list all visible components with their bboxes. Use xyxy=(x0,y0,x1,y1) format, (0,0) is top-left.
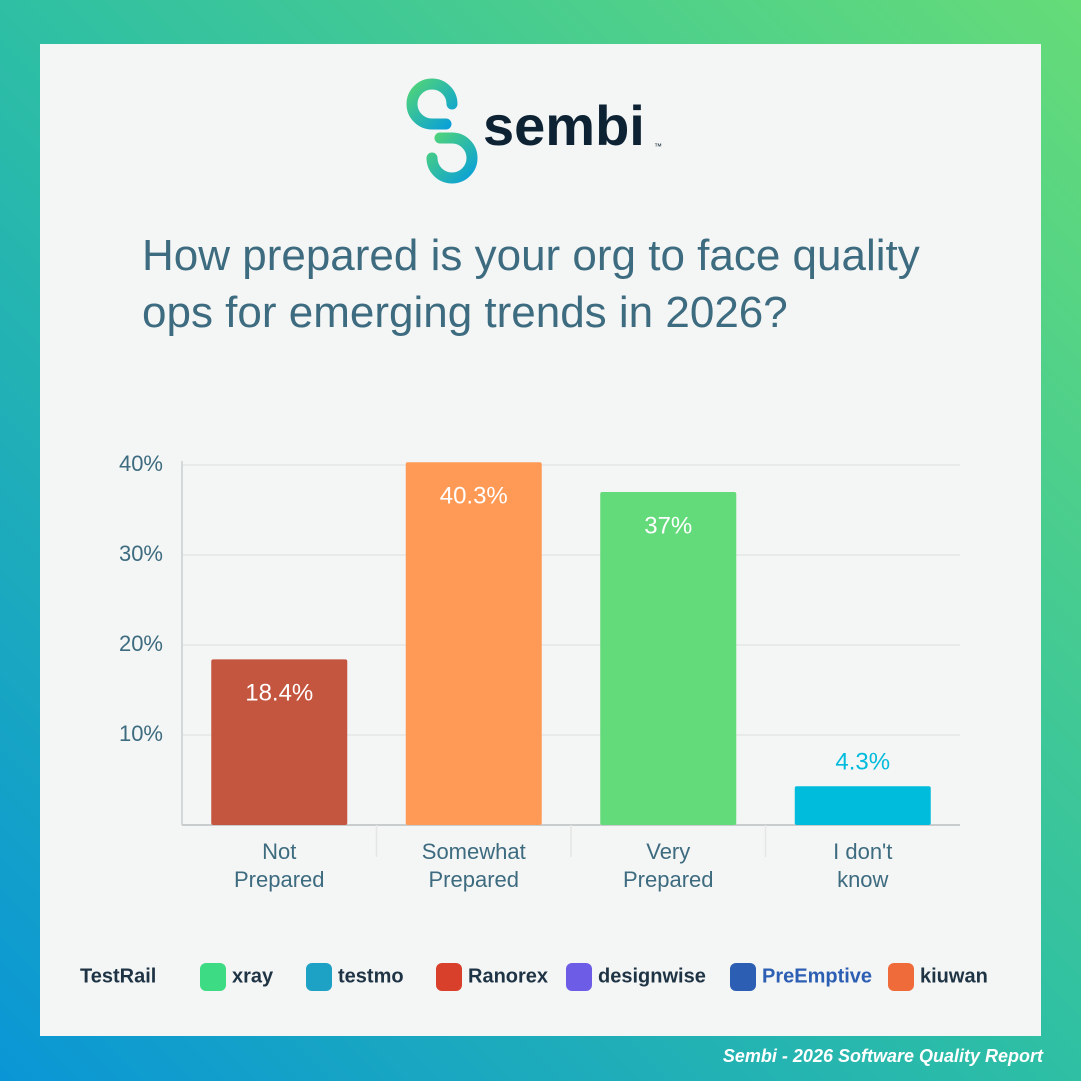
value-label: 37% xyxy=(644,512,692,539)
logo-icon xyxy=(406,78,478,184)
y-tick-label: 20% xyxy=(119,631,163,656)
partner-logo: Ranorex xyxy=(468,965,548,987)
trademark: ™ xyxy=(654,142,662,151)
logo-text: sembi xyxy=(483,94,645,157)
logo-icon xyxy=(888,963,914,991)
logo-icon xyxy=(436,963,462,991)
partner-logo: TestRail xyxy=(80,965,156,987)
logo-icon xyxy=(200,963,226,991)
bar xyxy=(794,786,931,825)
logo-icon xyxy=(306,963,332,991)
footer: Sembi - 2026 Software Quality Report xyxy=(723,1046,1044,1066)
x-tick-label: Somewhat Prepared xyxy=(422,839,526,892)
bar xyxy=(211,659,348,825)
x-tick-label: Not Prepared xyxy=(234,839,325,892)
value-label: 4.3% xyxy=(835,749,890,776)
chart-title: How prepared is your org to face quality… xyxy=(142,231,920,337)
partner-logo: xray xyxy=(232,965,274,987)
value-label: 40.3% xyxy=(440,483,508,510)
bar xyxy=(405,462,542,825)
partner-logo: designwise xyxy=(598,965,706,987)
bar xyxy=(600,492,737,825)
y-tick-label: 10% xyxy=(119,721,163,746)
partner-logo: kiuwan xyxy=(920,965,988,987)
logo-icon xyxy=(730,963,756,991)
value-label: 18.4% xyxy=(245,680,313,707)
partner-logo: PreEmptive xyxy=(762,965,872,987)
logo-icon xyxy=(566,963,592,991)
y-tick-label: 40% xyxy=(119,451,163,476)
partner-logo: testmo xyxy=(338,965,404,987)
partner-logos: TestRail xray testmo Ranorex designwise PreEm… xyxy=(80,963,988,991)
x-tick-label: I don't know xyxy=(833,839,892,892)
y-tick-label: 30% xyxy=(119,541,163,566)
x-tick-label: Very Prepared xyxy=(623,839,714,892)
